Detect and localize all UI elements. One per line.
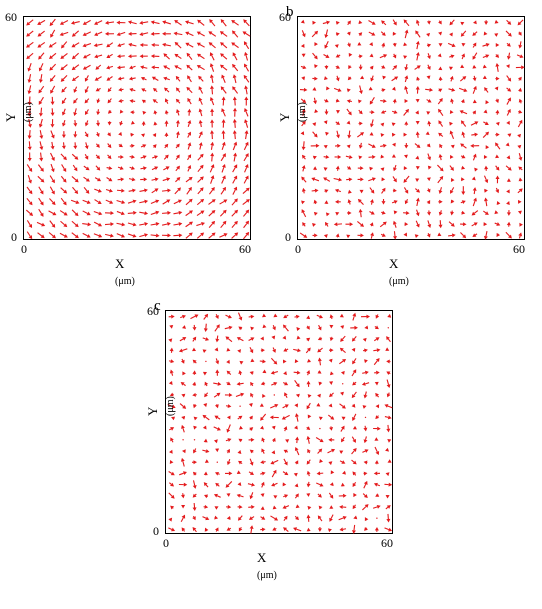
panel-a-xtick-1: 60: [239, 242, 251, 257]
panel-a-xtick-0: 0: [21, 242, 27, 257]
panel-a-ylabel: Y (μm): [3, 102, 35, 122]
panel-a-ytick-0: 0: [11, 230, 17, 245]
panel-b-xlabel: X (μm): [389, 256, 409, 288]
panel-c-ylabel: Y (μm): [145, 396, 177, 416]
panel-c-xtick-0: 0: [163, 536, 169, 551]
panel-c-ytick-1: 60: [147, 304, 159, 319]
panel-a-ytick-1: 60: [5, 10, 17, 25]
panel-c-box: [165, 310, 393, 534]
panel-c-xlabel: X (μm): [257, 550, 277, 582]
panel-c-ytick-0: 0: [153, 524, 159, 539]
panel-b-xtick-0: 0: [295, 242, 301, 257]
panel-b-ylabel: Y (μm): [277, 102, 309, 122]
panel-a-xlabel: X (μm): [115, 256, 135, 288]
panel-b-arrows: [298, 17, 526, 241]
panel-b-box: [297, 16, 525, 240]
panel-c-xtick-1: 60: [381, 536, 393, 551]
panel-a-arrows: [24, 17, 252, 241]
panel-a-box: [23, 16, 251, 240]
panel-c-arrows: [166, 311, 394, 535]
panel-b-ytick-0: 0: [285, 230, 291, 245]
panel-b-ytick-1: 60: [279, 10, 291, 25]
panel-b-xtick-1: 60: [513, 242, 525, 257]
